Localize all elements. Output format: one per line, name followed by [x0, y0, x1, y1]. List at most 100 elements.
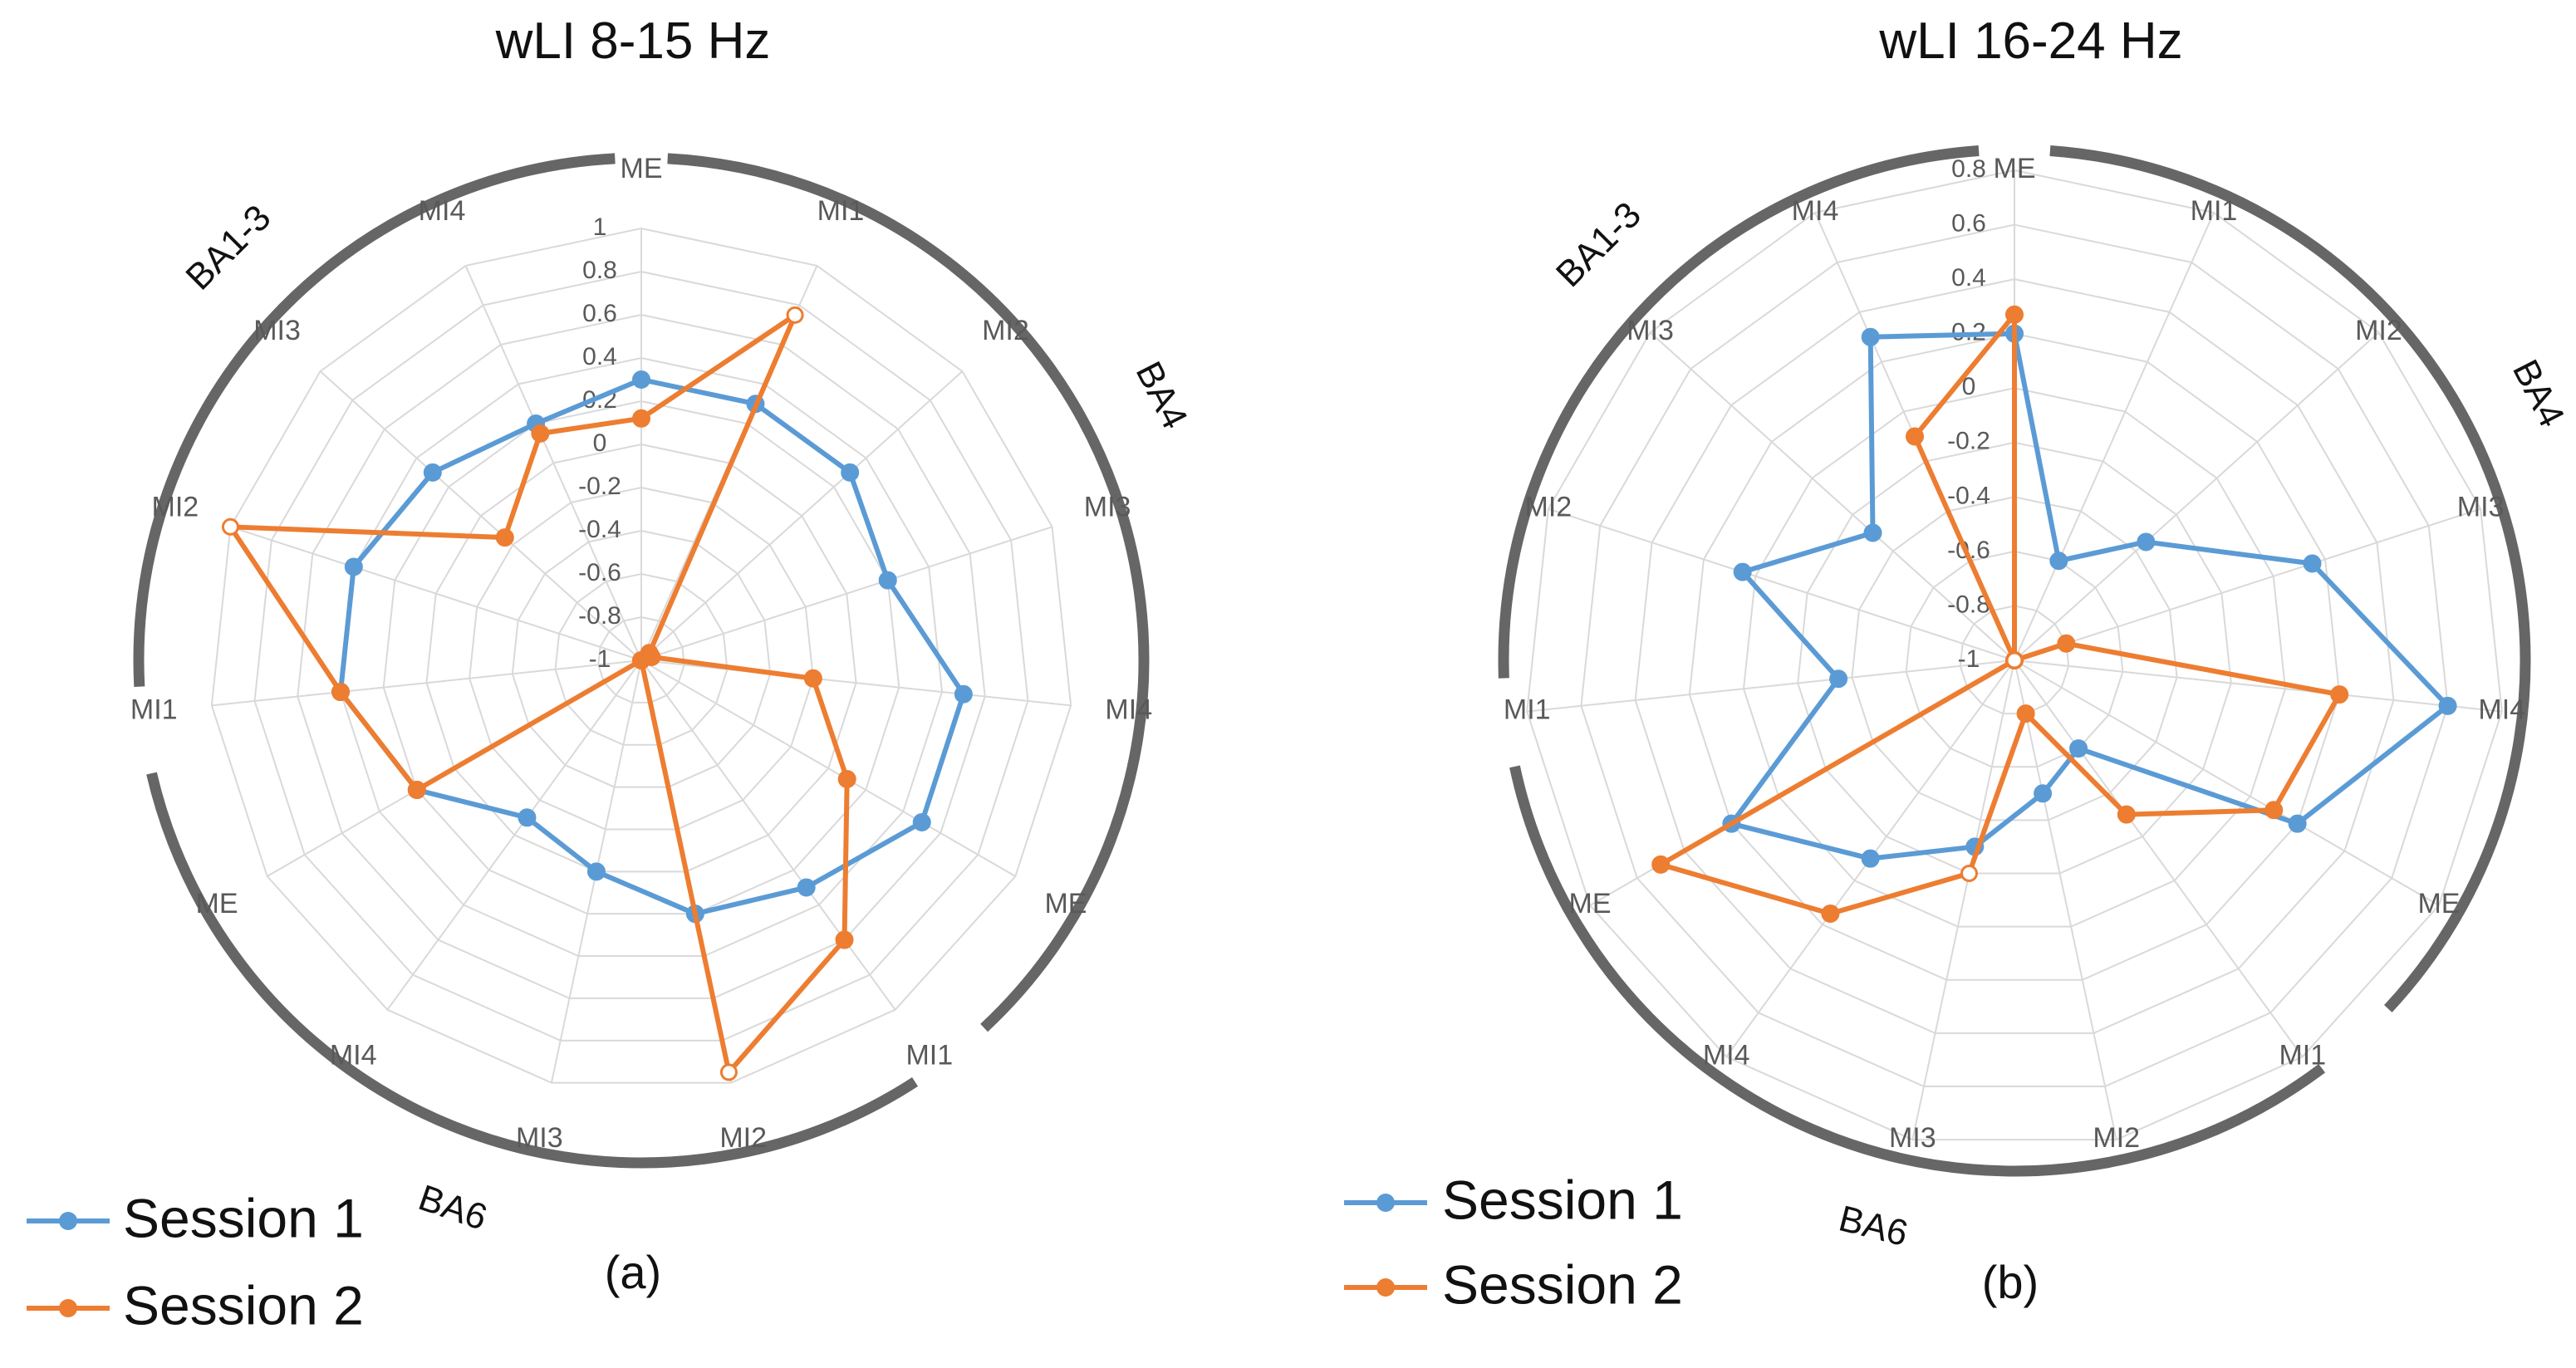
radar-panel-a: wLI 8-15 Hz 10.80.60.40.20-0.2-0.4-0.6-0… — [130, 12, 1195, 1298]
radial-tick-label: -0.2 — [1947, 428, 1990, 455]
data-point-session1 — [912, 813, 931, 831]
data-point-session1 — [2303, 554, 2322, 573]
radial-ticks-a: 10.80.60.40.20-0.2-0.4-0.6-0.8-1 — [578, 213, 621, 673]
data-point-session1 — [2137, 532, 2156, 552]
radial-tick-label: -0.8 — [578, 602, 621, 630]
region-label: BA6 — [1835, 1198, 1912, 1254]
category-label: MI3 — [2457, 492, 2505, 523]
legend-item-session1-a: Session 1 — [27, 1187, 364, 1248]
panel-label-a: (a) — [605, 1246, 661, 1298]
data-point-session2 — [495, 528, 514, 547]
grid-ring — [1580, 223, 2449, 1087]
legend-item-session2-a: Session 2 — [27, 1274, 364, 1336]
panel-label-b: (b) — [1982, 1256, 2039, 1308]
grid-spoke — [640, 659, 1072, 707]
grid-ring — [1797, 441, 2232, 875]
data-point-session2 — [837, 770, 856, 788]
chart-title-a: wLI 8-15 Hz — [495, 12, 771, 70]
category-label: MI2 — [2093, 1122, 2140, 1154]
data-point-session1 — [2288, 814, 2307, 833]
grid-ring — [1634, 278, 2395, 1034]
grid-spoke — [2014, 659, 2117, 1140]
radar-grid-b — [1526, 169, 2503, 1141]
data-point-session2 — [786, 306, 804, 324]
grid-spoke — [2014, 659, 2304, 1057]
data-point-session1 — [1863, 523, 1882, 542]
data-point-session1 — [1861, 327, 1880, 346]
category-label: MI2 — [982, 315, 1029, 346]
grid-spoke — [2014, 659, 2440, 906]
data-point-session2 — [1906, 427, 1925, 446]
category-label: MI1 — [2191, 195, 2238, 227]
data-point-session1 — [344, 557, 363, 576]
grid-spoke — [2014, 331, 2380, 661]
data-point-session2 — [221, 517, 239, 536]
category-label: MI1 — [905, 1039, 953, 1071]
radial-tick-label: 0.8 — [582, 257, 617, 284]
region-label: BA1-3 — [1548, 194, 1649, 295]
series-line-session1 — [1729, 331, 2451, 861]
data-point-session1 — [632, 370, 650, 389]
radial-tick-label: -0.4 — [578, 516, 621, 543]
data-point-session2 — [2005, 651, 2024, 669]
data-point-session1 — [797, 878, 816, 897]
radial-tick-label: 0 — [1962, 373, 1976, 400]
legend-label-session1-a: Session 1 — [123, 1187, 364, 1248]
data-point-session1 — [2034, 784, 2053, 803]
data-point-session1 — [841, 463, 860, 482]
radial-tick-label: 0.4 — [582, 343, 617, 370]
legend-swatch-marker-session1-a — [59, 1212, 77, 1230]
region-arc — [2049, 145, 2531, 1013]
series-b — [1651, 305, 2457, 923]
region-arc — [667, 153, 1150, 1032]
category-label: MI2 — [2355, 315, 2402, 346]
radial-tick-label: -1 — [589, 645, 611, 673]
data-point-session1 — [2069, 739, 2088, 758]
category-label: MI3 — [516, 1122, 563, 1154]
grid-ring — [297, 313, 986, 999]
legend-swatch-marker-session2-b — [1376, 1278, 1395, 1297]
category-labels-a: ME MI1 MI2 MI3 MI4 ME MI1 MI2 MI3 MI4 ME MI1 MI2 MI3 M… — [130, 153, 1152, 1154]
series-line-session1 — [337, 377, 966, 917]
data-point-session2 — [1651, 855, 1671, 874]
grid-ring — [554, 572, 729, 746]
radial-tick-label: 0.4 — [1951, 264, 1986, 292]
grid-ring — [1959, 605, 2070, 715]
region-label: BA1-3 — [178, 197, 278, 297]
category-label: MI2 — [1525, 492, 1573, 523]
data-point-session2 — [2330, 685, 2349, 704]
category-label: MI4 — [1792, 195, 1839, 227]
data-point-session2 — [835, 930, 854, 949]
legend-label-session2-a: Session 2 — [123, 1274, 364, 1336]
legend-swatch-marker-session1-b — [1376, 1194, 1395, 1212]
data-point-session2 — [2005, 305, 2024, 324]
grid-spoke — [640, 370, 964, 661]
radial-tick-label: -0.6 — [578, 559, 621, 586]
grid-ring — [1743, 387, 2286, 928]
grid-ring — [597, 615, 685, 704]
grid-spoke — [2014, 212, 2215, 661]
grid-spoke — [640, 659, 896, 1011]
radial-tick-label: -1 — [1958, 645, 1980, 673]
grid-ring — [1905, 550, 2124, 768]
data-point-session2 — [632, 651, 650, 669]
data-point-session2 — [632, 409, 650, 428]
region-label: BA6 — [414, 1177, 493, 1238]
region-arcs-a — [133, 153, 1150, 1169]
grid-ring — [425, 443, 857, 873]
grid-spoke — [230, 526, 642, 661]
radial-tick-label: -0.2 — [578, 473, 621, 500]
data-point-session1 — [954, 684, 973, 704]
data-point-session2 — [2057, 634, 2076, 653]
category-label: ME — [1044, 888, 1087, 919]
data-point-session1 — [2049, 552, 2068, 571]
data-point-session2 — [407, 781, 426, 799]
legend-label-session1-b: Session 1 — [1442, 1169, 1683, 1230]
category-label: ME — [196, 888, 238, 919]
series-line-session2 — [1658, 311, 2343, 916]
grid-spoke — [464, 265, 642, 661]
data-point-session2 — [1960, 864, 1978, 882]
data-point-session2 — [1821, 904, 1840, 923]
data-point-session1 — [1733, 562, 1752, 581]
